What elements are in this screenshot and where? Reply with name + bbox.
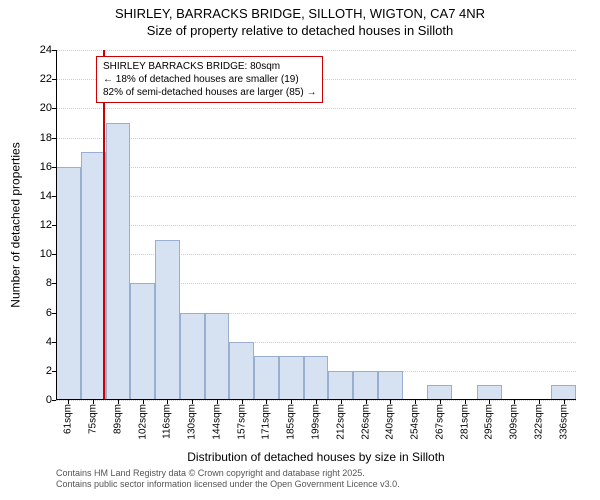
histogram-bar (205, 313, 230, 401)
y-axis-line (56, 50, 57, 400)
xtick-label: 295sqm (484, 400, 495, 440)
xtick-label: 226sqm (360, 400, 371, 440)
ytick-label: 16 (22, 161, 52, 173)
xtick-label: 309sqm (509, 400, 520, 440)
histogram-bar (56, 167, 81, 400)
plot-area: 02468101214161820222461sqm75sqm89sqm102s… (56, 50, 576, 400)
ytick-label: 24 (22, 44, 52, 56)
ytick-label: 8 (22, 277, 52, 289)
xtick-label: 281sqm (459, 400, 470, 440)
title-line2: Size of property relative to detached ho… (0, 23, 600, 40)
xtick-label: 157sqm (236, 400, 247, 440)
ytick-mark (52, 400, 56, 401)
xtick-label: 336sqm (558, 400, 569, 440)
histogram-bar (328, 371, 353, 400)
histogram-bar (254, 356, 279, 400)
histogram-bar (304, 356, 329, 400)
histogram-bar (427, 385, 452, 400)
histogram-bar (180, 313, 205, 401)
xtick-label: 254sqm (410, 400, 421, 440)
histogram-bar (279, 356, 304, 400)
xtick-label: 240sqm (385, 400, 396, 440)
xtick-label: 185sqm (286, 400, 297, 440)
ytick-label: 14 (22, 190, 52, 202)
histogram-bar (130, 283, 155, 400)
gridline (56, 167, 576, 168)
ytick-label: 0 (22, 394, 52, 406)
xtick-label: 89sqm (112, 400, 123, 434)
histogram-bar (106, 123, 131, 400)
ytick-label: 10 (22, 248, 52, 260)
title-line1: SHIRLEY, BARRACKS BRIDGE, SILLOTH, WIGTO… (0, 6, 600, 23)
xtick-label: 116sqm (162, 400, 173, 439)
gridline (56, 108, 576, 109)
histogram-bar (353, 371, 378, 400)
ytick-label: 20 (22, 102, 52, 114)
attribution-line-1: Contains HM Land Registry data © Crown c… (56, 468, 400, 479)
ytick-label: 12 (22, 219, 52, 231)
xtick-label: 102sqm (137, 400, 148, 440)
ytick-label: 2 (22, 365, 52, 377)
histogram-bar (551, 385, 576, 400)
annotation-line-1: SHIRLEY BARRACKS BRIDGE: 80sqm (103, 60, 316, 73)
gridline (56, 225, 576, 226)
annotation-line-2: ← 18% of detached houses are smaller (19… (103, 73, 316, 86)
x-axis-label: Distribution of detached houses by size … (56, 450, 576, 464)
xtick-label: 212sqm (335, 400, 346, 440)
annotation-line-3: 82% of semi-detached houses are larger (… (103, 86, 316, 99)
ytick-label: 6 (22, 307, 52, 319)
xtick-label: 144sqm (211, 400, 222, 440)
x-axis-line (56, 399, 576, 400)
xtick-label: 171sqm (261, 400, 272, 440)
histogram-bar (477, 385, 502, 400)
histogram-bar (81, 152, 106, 400)
gridline (56, 138, 576, 139)
ytick-label: 4 (22, 336, 52, 348)
xtick-label: 61sqm (63, 400, 74, 434)
xtick-label: 75sqm (88, 400, 99, 434)
ytick-label: 22 (22, 73, 52, 85)
gridline (56, 50, 576, 51)
xtick-label: 130sqm (187, 400, 198, 440)
ytick-label: 18 (22, 132, 52, 144)
chart-title: SHIRLEY, BARRACKS BRIDGE, SILLOTH, WIGTO… (0, 0, 600, 40)
annotation-box: SHIRLEY BARRACKS BRIDGE: 80sqm ← 18% of … (96, 56, 323, 103)
histogram-bar (378, 371, 403, 400)
histogram-bar (155, 240, 180, 400)
attribution-line-2: Contains public sector information licen… (56, 479, 400, 490)
xtick-label: 267sqm (434, 400, 445, 440)
gridline (56, 254, 576, 255)
gridline (56, 196, 576, 197)
y-axis-label: Number of detached properties (9, 142, 23, 307)
xtick-label: 322sqm (533, 400, 544, 440)
histogram-bar (229, 342, 254, 400)
attribution: Contains HM Land Registry data © Crown c… (56, 468, 400, 490)
xtick-label: 199sqm (311, 400, 322, 440)
